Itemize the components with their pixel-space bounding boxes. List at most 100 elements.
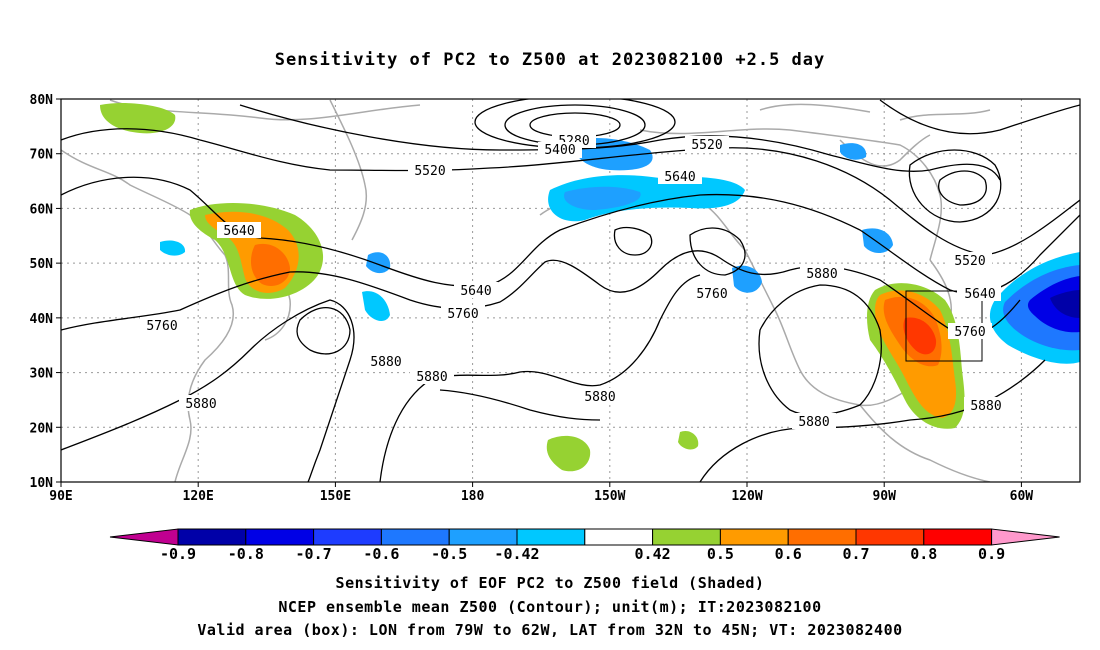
contour-label: 5880 <box>578 388 622 405</box>
colorbar-label: -0.42 <box>494 545 539 563</box>
contour-5880-east <box>758 284 882 417</box>
lon-label: 120W <box>731 489 762 504</box>
contour-label-text: 5520 <box>691 138 722 153</box>
contour-label-text: 5880 <box>185 397 216 412</box>
lat-label: 40N <box>30 312 54 327</box>
contour-label-text: 5880 <box>416 370 447 385</box>
contour-label: 5640 <box>957 285 1001 302</box>
colorbar-segment <box>516 528 586 546</box>
contour-5880-south <box>699 359 1046 482</box>
shade-negative-spot-6 <box>160 240 186 256</box>
plot-frame <box>60 98 1081 483</box>
colorbar-label: 0.5 <box>707 545 734 563</box>
contour-label-text: 5640 <box>223 224 254 239</box>
colorbar-segment <box>719 528 789 546</box>
contour-label: 5760 <box>140 317 184 334</box>
lon-label: 90W <box>872 489 896 504</box>
contour-label-text: 5880 <box>806 267 837 282</box>
contour-asia-small <box>296 307 351 355</box>
shade-negative-npac-inner <box>564 186 641 210</box>
contour-label: 5880 <box>792 413 836 430</box>
colorbar-label: -0.8 <box>228 545 264 563</box>
contour-label-text: 5400 <box>544 143 575 158</box>
contour-label-text: 5640 <box>964 287 995 302</box>
contour-label: 5520 <box>948 252 992 269</box>
contour-label-text: 5880 <box>370 355 401 370</box>
lon-label: 150W <box>594 489 625 504</box>
colorbar-label: 0.7 <box>842 545 869 563</box>
shade-positive-us-core <box>903 317 937 355</box>
contour-labels: 5280 5400 5520 5520 5640 5640 5640 5640 … <box>140 134 1008 430</box>
contour-5760 <box>61 250 1021 337</box>
lat-label: 80N <box>30 93 54 108</box>
contour-label-text: 5760 <box>696 287 727 302</box>
contour-label-text: 5760 <box>146 319 177 334</box>
contour-label: 5880 <box>364 353 408 370</box>
caption-line-1: Sensitivity of EOF PC2 to Z500 field (Sh… <box>335 574 765 592</box>
caption-line-2: NCEP ensemble mean Z500 (Contour); unit(… <box>278 598 822 616</box>
lon-label: 120E <box>183 489 214 504</box>
colorbar: -0.9 -0.8 -0.7 -0.6 -0.5 -0.42 0.42 0.5 0.6 0.7 0.… <box>109 528 1060 563</box>
colorbar-label: -0.9 <box>160 545 196 563</box>
shade-negative-spot-2 <box>362 291 390 322</box>
contour-label-text: 5760 <box>447 307 478 322</box>
colorbar-segment <box>448 528 518 546</box>
contour-label-text: 5640 <box>460 284 491 299</box>
colorbar-low-end <box>109 528 179 546</box>
contour-5880-west <box>61 299 355 482</box>
shade-negative-spot-3 <box>732 265 762 293</box>
contour-label-text: 5760 <box>954 325 985 340</box>
colorbar-segment <box>652 528 721 546</box>
coastline-northamerica-north <box>639 128 943 261</box>
colorbar-label: -0.6 <box>363 545 399 563</box>
lat-label: 30N <box>30 367 54 382</box>
contour-label: 5400 <box>538 142 582 158</box>
colorbar-segment <box>923 528 993 546</box>
lon-label: 180 <box>461 489 485 504</box>
lat-label: 10N <box>30 476 54 491</box>
contour-label: 5880 <box>410 368 454 385</box>
caption-line-3: Valid area (box): LON from 79W to 62W, L… <box>197 621 903 639</box>
lat-label: 60N <box>30 202 54 217</box>
contour-label: 5880 <box>179 395 223 412</box>
colorbar-label: -0.5 <box>431 545 467 563</box>
contour-pac-small-2 <box>689 227 746 276</box>
contour-label: 5880 <box>800 265 844 282</box>
contour-label-text: 5520 <box>414 164 445 179</box>
contour-label: 5640 <box>217 222 261 239</box>
contour-east-outer <box>879 99 1080 135</box>
shade-positive-pacific-small <box>678 430 699 450</box>
contour-label-text: 5880 <box>584 390 615 405</box>
colorbar-label: 0.9 <box>978 545 1005 563</box>
contour-label-text: 5880 <box>970 399 1001 414</box>
coastline-arctic-islands <box>759 103 991 121</box>
contour-5880-mid <box>379 274 701 482</box>
colorbar-segment <box>380 528 450 546</box>
contour-label-text: 5880 <box>798 415 829 430</box>
contour-label: 5760 <box>948 323 992 340</box>
contour-5520 <box>61 128 1080 256</box>
colorbar-segment <box>787 528 857 546</box>
shade-positive-hawaii <box>546 435 591 472</box>
lat-label: 20N <box>30 421 54 436</box>
lat-label: 50N <box>30 257 54 272</box>
shade-negative-atlantic-core <box>1050 290 1080 318</box>
shade-positive-arctic-asia <box>100 103 176 134</box>
contour-greenland <box>938 170 987 206</box>
contour-label: 5880 <box>964 397 1008 414</box>
contour-label: 5520 <box>408 162 452 179</box>
colorbar-segment <box>313 528 382 546</box>
colorbar-segment <box>245 528 315 546</box>
coastline-kamchatka <box>329 99 367 241</box>
shade-negative-spot-5 <box>840 143 867 160</box>
colorbar-label: -0.7 <box>296 545 332 563</box>
lon-label: 90E <box>49 489 72 504</box>
colorbar-label: 0.8 <box>910 545 937 563</box>
contour-label: 5640 <box>658 168 702 185</box>
lon-label: 60W <box>1010 489 1034 504</box>
colorbar-label: 0.6 <box>775 545 802 563</box>
contour-label: 5520 <box>685 136 729 153</box>
colorbar-high-end <box>991 528 1060 546</box>
